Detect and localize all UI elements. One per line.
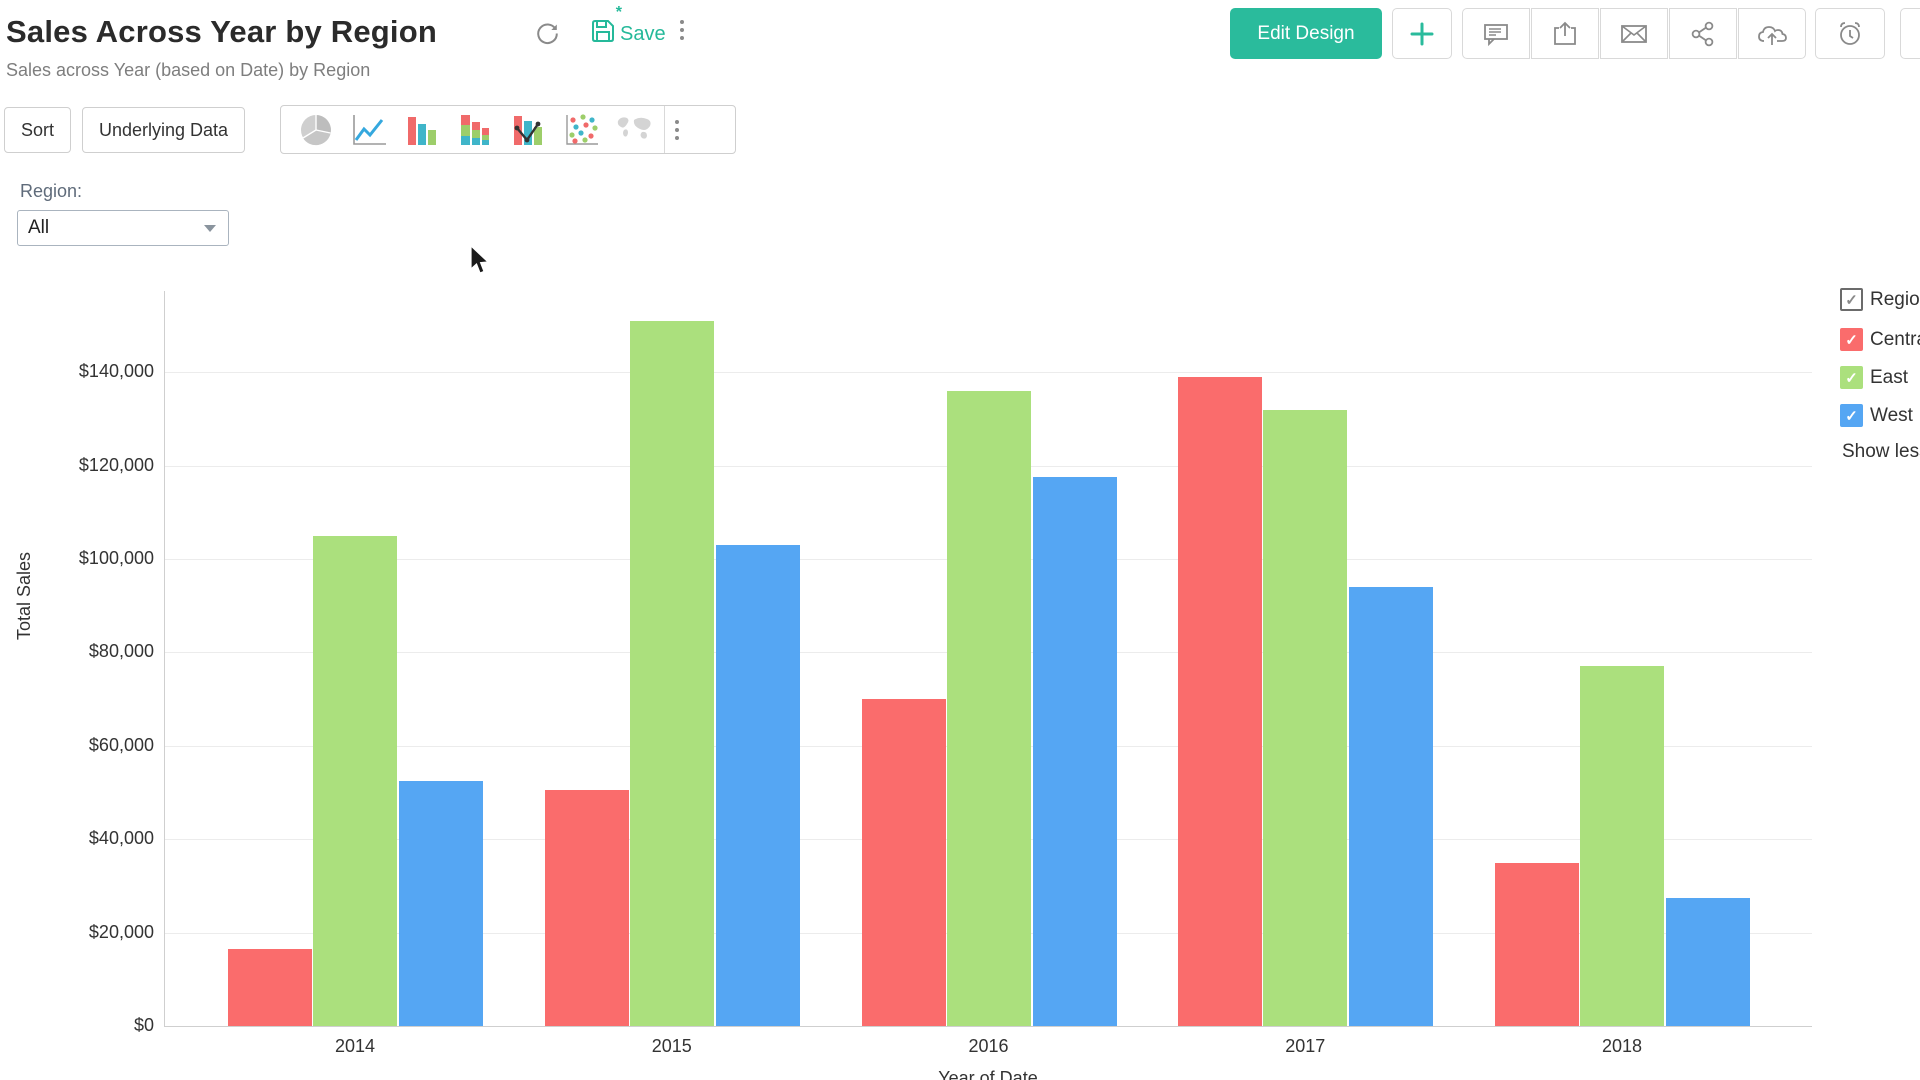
bar-central-2016[interactable] [861, 699, 946, 1026]
y-tick-label: $80,000 [88, 641, 154, 662]
chart-type-toolbar [280, 105, 736, 154]
x-axis-line [164, 1026, 1812, 1027]
region-filter-select[interactable]: All [17, 210, 229, 246]
export-button[interactable] [1531, 8, 1599, 59]
legend-parent-checkbox[interactable]: ✓ [1840, 288, 1863, 311]
y-tick-label: $140,000 [78, 361, 154, 382]
underlying-data-button[interactable]: Underlying Data [82, 107, 246, 153]
y-tick-label: $40,000 [88, 828, 154, 849]
legend-checkbox-east[interactable]: ✓ [1840, 366, 1863, 389]
region-filter-value: All [28, 217, 50, 238]
bar-west-2014[interactable] [399, 780, 483, 1026]
cloud-upload-icon [1758, 25, 1787, 45]
stacked-bar-chart-icon[interactable] [448, 110, 501, 150]
legend-item-region[interactable]: ✓ Region [1840, 288, 1920, 311]
alarm-button[interactable] [1815, 8, 1885, 59]
legend-item-central[interactable]: ✓ Central [1840, 328, 1920, 351]
y-tick-label: $60,000 [88, 734, 154, 755]
share-button[interactable] [1669, 8, 1737, 59]
x-axis-title: Year of Date [938, 1068, 1038, 1080]
legend-checkbox-central[interactable]: ✓ [1840, 328, 1863, 351]
kebab-menu-icon[interactable] [676, 16, 688, 44]
comment-icon [1484, 23, 1508, 46]
y-tick-label: $120,000 [78, 454, 154, 475]
map-chart-icon[interactable] [607, 110, 660, 150]
legend-item-west[interactable]: ✓ West [1840, 404, 1913, 427]
y-axis-title: Total Sales [14, 551, 34, 640]
plus-icon [1410, 22, 1434, 45]
email-button[interactable] [1600, 8, 1668, 59]
bar-west-2016[interactable] [1032, 477, 1117, 1026]
save-label: Save [620, 23, 666, 45]
x-tick-label-2017: 2017 [1285, 1036, 1326, 1056]
y-tick-label: $0 [133, 1015, 154, 1035]
legend-label: Region [1870, 288, 1920, 310]
chart-type-more-icon[interactable] [671, 116, 683, 144]
x-tick-label-2018: 2018 [1601, 1036, 1643, 1056]
bar-east-2014[interactable] [313, 535, 397, 1026]
share-icon [1691, 21, 1714, 46]
bar-east-2018[interactable] [1580, 666, 1664, 1026]
x-tick-label-2015: 2015 [651, 1036, 692, 1056]
alarm-icon [1840, 21, 1860, 45]
save-icon: * [588, 4, 622, 46]
save-button[interactable]: * Save [588, 4, 666, 46]
refresh-icon [536, 22, 558, 44]
add-button[interactable] [1392, 8, 1452, 59]
export-icon [1554, 21, 1576, 45]
legend-checkbox-west[interactable]: ✓ [1840, 404, 1863, 427]
y-axis-line [164, 291, 165, 1026]
page-title: Sales Across Year by Region [6, 14, 437, 49]
refresh-icon[interactable] [532, 18, 562, 48]
bar-east-2015[interactable] [629, 320, 714, 1026]
edit-design-button[interactable]: Edit Design [1230, 8, 1382, 59]
unsaved-star-icon: * [615, 4, 622, 21]
bar-central-2017[interactable] [1178, 376, 1263, 1026]
legend-label: East [1870, 366, 1909, 388]
region-filter-label: Region: [20, 181, 83, 201]
bar-west-2015[interactable] [715, 545, 800, 1026]
legend-label: Central [1870, 328, 1920, 350]
y-tick-label: $20,000 [88, 921, 154, 942]
clipped-button[interactable] [1900, 8, 1920, 59]
bar-central-2018[interactable] [1495, 862, 1579, 1026]
legend-label: West [1870, 404, 1913, 426]
bar-central-2014[interactable] [228, 948, 312, 1026]
envelope-icon [1621, 24, 1647, 43]
bar-east-2016[interactable] [946, 390, 1031, 1026]
scatter-chart-icon[interactable] [554, 110, 607, 150]
bar-central-2015[interactable] [544, 790, 629, 1026]
gridline-140000 [164, 372, 1812, 374]
show-less-link[interactable]: Show less [1842, 441, 1920, 462]
line-chart-icon[interactable] [342, 110, 395, 150]
bar-west-2017[interactable] [1349, 587, 1434, 1026]
x-tick-label-2014: 2014 [334, 1036, 376, 1056]
comment-button[interactable] [1462, 8, 1530, 59]
mouse-cursor [469, 245, 491, 277]
toolbar-divider [664, 106, 665, 153]
combo-chart-icon[interactable] [501, 110, 554, 150]
x-tick-label-2016: 2016 [968, 1036, 1009, 1056]
bar-west-2018[interactable] [1666, 897, 1750, 1026]
page-subtitle: Sales across Year (based on Date) by Reg… [6, 60, 371, 80]
bar-chart-icon[interactable] [395, 110, 448, 150]
pie-chart-icon[interactable] [289, 110, 342, 150]
legend-item-east[interactable]: ✓ East [1840, 366, 1908, 389]
cloud-upload-button[interactable] [1738, 8, 1806, 59]
chevron-down-icon [204, 224, 216, 232]
sort-button[interactable]: Sort [4, 107, 72, 153]
bar-east-2017[interactable] [1263, 409, 1348, 1026]
